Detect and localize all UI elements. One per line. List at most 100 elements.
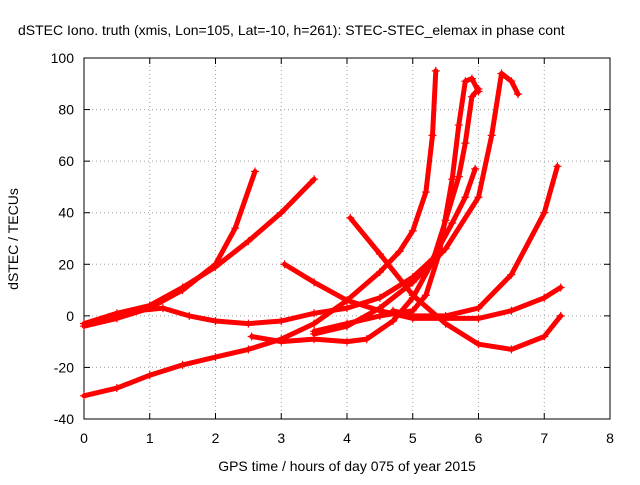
data-point-marker (474, 193, 483, 202)
data-point-marker (343, 296, 351, 305)
data-point-marker (540, 293, 549, 302)
data-point-marker (346, 213, 355, 222)
data-point-marker (277, 208, 286, 217)
series-trace (347, 215, 564, 352)
data-point-marker (431, 66, 440, 75)
data-point-marker (540, 208, 549, 217)
data-point-marker (556, 283, 565, 292)
data-point-marker (375, 268, 384, 277)
data-point-marker (178, 283, 187, 292)
data-point-marker (244, 319, 253, 328)
data-point-marker (343, 304, 351, 313)
data-point-marker (408, 311, 417, 320)
data-series-10 (389, 162, 562, 320)
x-tick-label: 4 (343, 430, 351, 446)
data-point-marker (277, 317, 286, 326)
data-point-marker (185, 311, 194, 320)
data-point-marker (454, 121, 463, 130)
data-point-marker (375, 311, 384, 320)
data-point-marker (408, 226, 417, 235)
data-series-7 (247, 84, 483, 346)
chart-title: dSTEC Iono. truth (xmis, Lon=105, Lat=-1… (18, 22, 565, 38)
data-point-marker (145, 371, 154, 380)
data-point-marker (277, 337, 286, 346)
data-point-marker (389, 306, 398, 315)
data-point-marker (310, 329, 319, 338)
y-tick-label: -40 (54, 411, 74, 427)
y-tick-label: 100 (51, 50, 75, 66)
data-point-marker (461, 193, 470, 202)
data-point-marker (507, 345, 516, 354)
data-series-3 (80, 175, 319, 328)
data-point-marker (448, 219, 457, 228)
data-point-marker (80, 391, 88, 400)
x-tick-label: 8 (606, 430, 614, 446)
data-point-marker (448, 175, 457, 184)
x-tick-label: 2 (212, 430, 220, 446)
data-point-marker (474, 314, 483, 323)
x-axis-label: GPS time / hours of day 075 of year 2015 (218, 458, 476, 474)
data-point-marker (507, 270, 516, 279)
data-point-marker (441, 319, 450, 328)
data-point-marker (467, 74, 476, 83)
data-point-marker (80, 319, 88, 328)
x-tick-label: 3 (277, 430, 285, 446)
series-trace (311, 71, 521, 337)
series-trace (81, 176, 317, 327)
y-tick-label: -20 (54, 359, 74, 375)
data-point-marker (389, 317, 398, 326)
data-point-marker (211, 353, 220, 362)
x-tick-label: 1 (146, 430, 154, 446)
data-point-marker (247, 332, 256, 341)
x-tick-label: 6 (475, 430, 483, 446)
data-point-marker (250, 167, 259, 176)
grid-lines (84, 58, 610, 419)
y-tick-label: 0 (66, 308, 74, 324)
data-point-marker (497, 69, 506, 78)
data-point-marker (231, 224, 240, 233)
data-point-marker (132, 306, 141, 315)
axis-ticks: 0 1 2 3 4 5 6 7 8 -40 -20 0 20 40 60 80 100 (51, 50, 614, 446)
y-tick-label: 60 (58, 153, 74, 169)
data-series-2 (80, 167, 259, 331)
data-point-marker (362, 335, 371, 344)
data-point-marker (471, 164, 480, 173)
data-point-marker (375, 293, 384, 302)
data-point-marker (441, 244, 450, 253)
data-point-marker (395, 247, 404, 256)
data-point-marker (556, 311, 565, 320)
y-tick-label: 40 (58, 205, 74, 221)
data-point-marker (310, 175, 319, 184)
data-point-marker (244, 345, 253, 354)
data-point-marker (112, 309, 121, 318)
data-point-marker (513, 90, 522, 99)
data-point-marker (474, 87, 483, 96)
data-point-marker (343, 322, 351, 331)
data-point-marker (421, 291, 430, 300)
data-point-marker (487, 131, 496, 140)
data-point-marker (421, 188, 430, 197)
data-point-marker (375, 249, 384, 258)
data-point-marker (553, 162, 562, 171)
data-point-marker (467, 92, 476, 101)
data-point-marker (507, 77, 516, 86)
series-group (80, 66, 565, 400)
data-point-marker (211, 262, 220, 271)
data-point-marker (158, 304, 167, 313)
x-tick-label: 7 (540, 430, 548, 446)
y-axis-label: dSTEC / TECUs (5, 188, 21, 290)
data-point-marker (244, 237, 253, 246)
data-point-marker (375, 304, 384, 313)
data-point-marker (112, 384, 121, 393)
data-point-marker (310, 278, 319, 287)
x-tick-label: 0 (80, 430, 88, 446)
data-point-marker (454, 172, 463, 181)
data-point-marker (408, 293, 417, 302)
data-point-marker (428, 131, 437, 140)
data-point-marker (343, 337, 351, 346)
data-point-marker (178, 360, 187, 369)
data-point-marker (461, 77, 470, 86)
data-point-marker (474, 340, 483, 349)
data-point-marker (540, 332, 549, 341)
